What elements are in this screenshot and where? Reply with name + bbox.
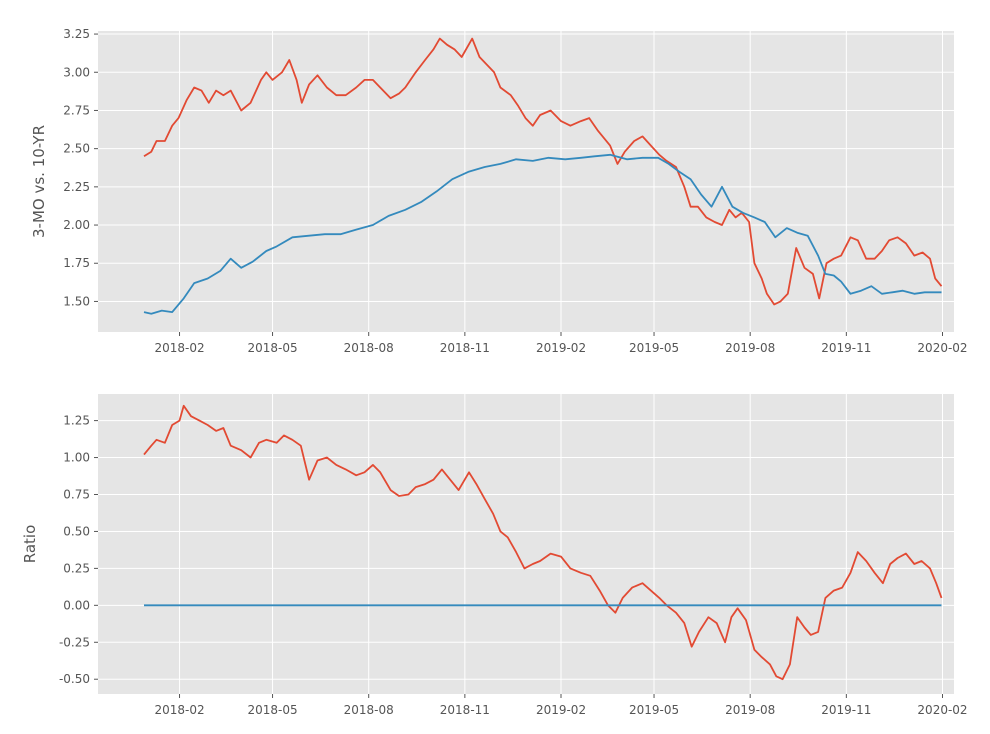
bottom-y-tick-label: 0.00 [63, 598, 90, 612]
top-series-blue-line [143, 153, 942, 315]
top-x-tick-label: 2019-05 [629, 341, 679, 355]
top-series-orange-line [143, 37, 943, 306]
top-y-tick-label: 3.00 [63, 65, 90, 79]
top-y-tick-label: 1.75 [63, 256, 90, 270]
top-x-tick-label: 2019-11 [821, 341, 871, 355]
bottom-plot-area [98, 394, 954, 694]
top-x-tick-label: 2019-08 [725, 341, 775, 355]
bottom-y-tick-label: 0.50 [63, 524, 90, 538]
bottom-y-tick-label: -0.25 [59, 635, 90, 649]
bottom-x-axis-ticks: 2018-02 2018-05 2018-08 2018-11 2019-02 2019-… [154, 694, 968, 717]
top-x-tick-label: 2018-02 [154, 341, 204, 355]
bottom-y-axis-ticks: -0.50 -0.25 0.00 0.25 0.50 0.75 1.00 1.25 [59, 414, 98, 686]
top-y-tick-label: 2.75 [63, 103, 90, 117]
top-y-tick-label: 2.50 [63, 142, 90, 156]
top-y-axis-ticks: 1.50 1.75 2.00 2.25 2.50 2.75 3.00 3.25 [63, 27, 98, 308]
top-y-tick-label: 2.25 [63, 180, 90, 194]
top-x-tick-label: 2018-05 [247, 341, 297, 355]
bottom-x-tick-label: 2018-08 [344, 703, 394, 717]
bottom-x-tick-label: 2020-02 [917, 703, 967, 717]
top-y-tick-label: 3.25 [63, 27, 90, 41]
bottom-y-tick-label: 1.25 [63, 414, 90, 428]
top-x-tick-label: 2018-11 [440, 341, 490, 355]
bottom-y-tick-label: 1.00 [63, 451, 90, 465]
top-x-axis-ticks: 2018-02 2018-05 2018-08 2018-11 2019-02 2019-… [154, 332, 968, 355]
top-series-lines [143, 37, 943, 315]
bottom-x-tick-label: 2019-11 [821, 703, 871, 717]
bottom-subplot: 2018-02 2018-05 2018-08 2018-11 2019-02 2019-… [21, 394, 968, 717]
top-x-tick-label: 2018-08 [344, 341, 394, 355]
top-y-tick-label: 2.00 [63, 218, 90, 232]
top-y-tick-label: 1.50 [63, 294, 90, 308]
bottom-y-tick-label: -0.50 [59, 672, 90, 686]
bottom-x-tick-label: 2018-02 [154, 703, 204, 717]
top-x-tick-label: 2019-02 [536, 341, 586, 355]
bottom-x-tick-label: 2019-02 [536, 703, 586, 717]
top-subplot: 2018-02 2018-05 2018-08 2018-11 2019-02 2019-… [30, 27, 968, 355]
top-gridlines [98, 31, 954, 332]
top-x-tick-label: 2020-02 [917, 341, 967, 355]
top-y-axis-label: 3-MO vs. 10-YR [30, 125, 48, 238]
bottom-y-tick-label: 0.75 [63, 487, 90, 501]
bottom-x-tick-label: 2019-08 [725, 703, 775, 717]
bottom-x-tick-label: 2018-11 [440, 703, 490, 717]
bottom-x-tick-label: 2019-05 [629, 703, 679, 717]
bottom-y-tick-label: 0.25 [63, 561, 90, 575]
bottom-y-axis-label: Ratio [21, 525, 39, 564]
top-plot-area [98, 31, 954, 332]
bottom-series-lines [143, 404, 943, 681]
bottom-series-orange-line [143, 404, 943, 681]
bottom-x-tick-label: 2018-05 [247, 703, 297, 717]
